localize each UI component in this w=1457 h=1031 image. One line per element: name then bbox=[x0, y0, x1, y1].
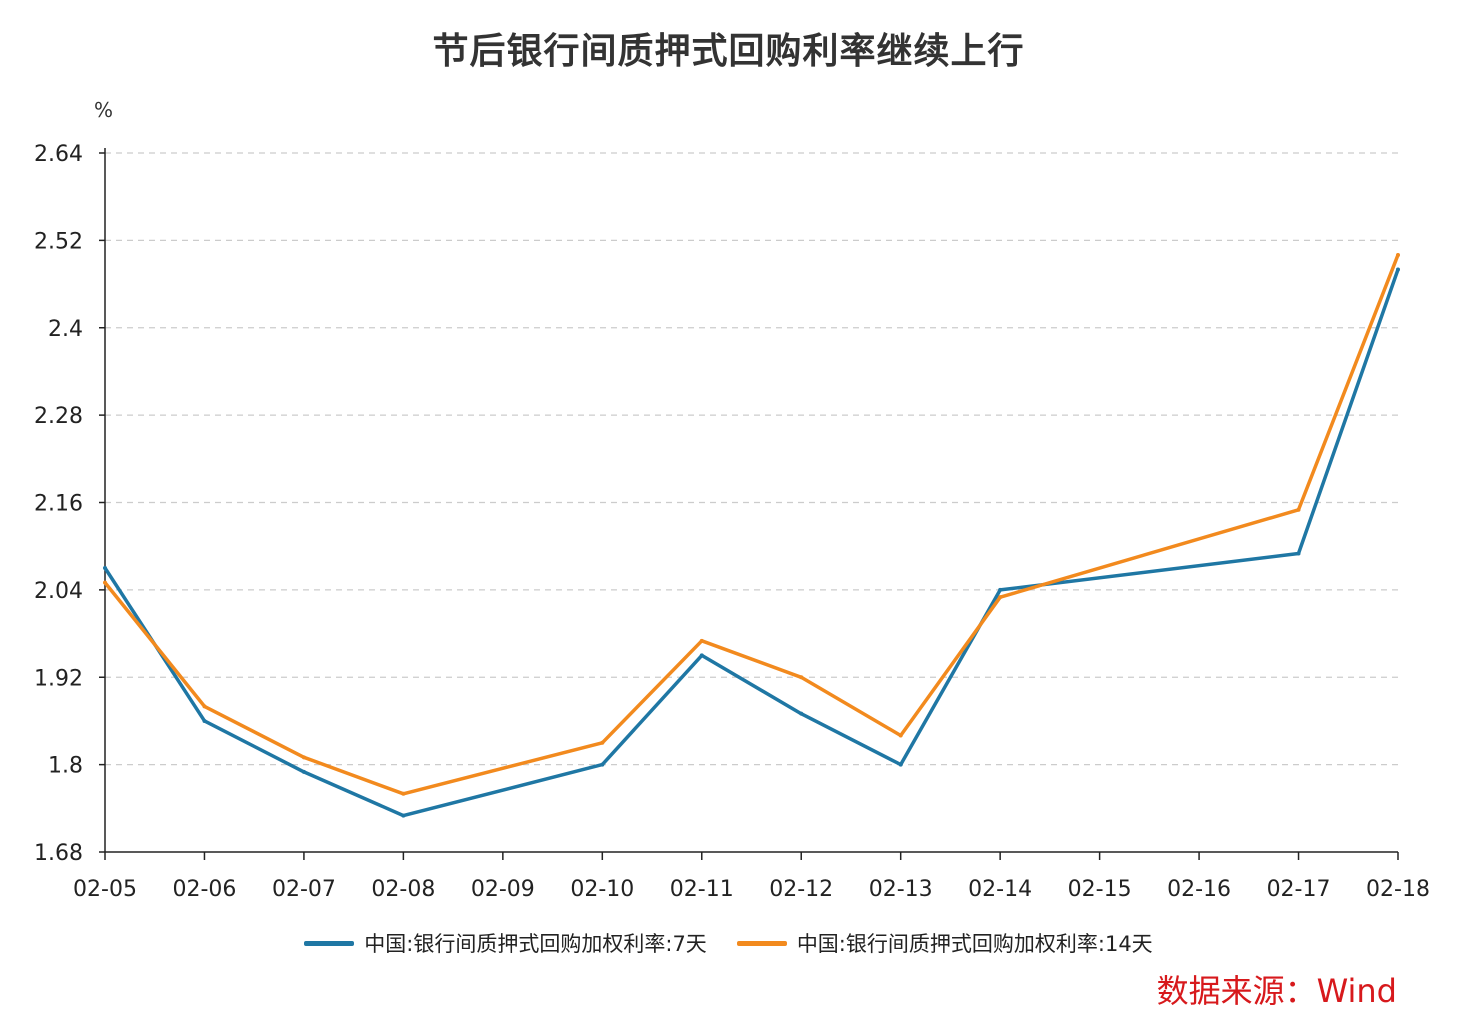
data-point-7d bbox=[301, 769, 306, 774]
y-tick-label: 2.64 bbox=[34, 142, 83, 167]
x-tick-label: 02-10 bbox=[570, 877, 634, 902]
data-point-14d bbox=[103, 580, 107, 585]
legend-item-14d[interactable]: 中国:银行间质押式回购加权利率:14天 bbox=[736, 928, 1153, 958]
series-lines bbox=[103, 252, 1400, 818]
y-tick-label: 2.28 bbox=[34, 404, 83, 429]
gridlines bbox=[105, 152, 1398, 766]
data-point-14d bbox=[1396, 252, 1400, 257]
data-point-7d bbox=[600, 762, 605, 767]
data-point-14d bbox=[799, 675, 804, 680]
data-point-7d bbox=[1296, 551, 1301, 556]
legend-label-14d: 中国:银行间质押式回购加权利率:14天 bbox=[796, 932, 1153, 956]
data-point-14d bbox=[202, 704, 207, 709]
x-tick-label: 02-16 bbox=[1167, 877, 1231, 902]
y-tick-label: 2.04 bbox=[34, 579, 83, 604]
data-point-7d bbox=[1396, 267, 1400, 272]
y-axis-unit-label: % bbox=[94, 98, 113, 122]
data-point-7d bbox=[103, 566, 107, 571]
data-source-note: 数据来源：Wind bbox=[1156, 972, 1397, 1010]
data-point-14d bbox=[1296, 507, 1301, 512]
legend-swatch-7d bbox=[304, 940, 355, 946]
x-tick-label: 02-18 bbox=[1366, 877, 1430, 902]
y-tick-label: 1.92 bbox=[34, 666, 83, 691]
data-point-14d bbox=[699, 638, 704, 643]
data-point-14d bbox=[301, 755, 306, 760]
series-line-14d bbox=[103, 253, 1400, 796]
chart-title: 节后银行间质押式回购利率继续上行 bbox=[432, 31, 1025, 72]
y-tick-label: 2.16 bbox=[34, 492, 83, 517]
legend-swatch-14d bbox=[736, 940, 787, 946]
data-point-14d bbox=[898, 733, 903, 738]
x-tick-label: 02-07 bbox=[272, 877, 336, 902]
data-point-7d bbox=[898, 762, 903, 767]
data-point-7d bbox=[799, 711, 804, 716]
x-tick-label: 02-14 bbox=[968, 877, 1032, 902]
legend: 中国:银行间质押式回购加权利率:7天 中国:银行间质押式回购加权利率:14天 bbox=[0, 928, 1457, 958]
y-tick-label: 1.68 bbox=[34, 841, 83, 866]
y-tick-label: 1.8 bbox=[48, 754, 83, 779]
series-line-7d bbox=[103, 267, 1400, 818]
x-tick-label: 02-08 bbox=[371, 877, 435, 902]
x-tick-label: 02-13 bbox=[869, 877, 933, 902]
data-point-14d bbox=[600, 740, 605, 745]
x-tick-label: 02-09 bbox=[471, 877, 535, 902]
data-point-14d bbox=[998, 595, 1003, 600]
x-tick-label: 02-17 bbox=[1267, 877, 1331, 902]
legend-label-7d: 中国:银行间质押式回购加权利率:7天 bbox=[364, 932, 707, 956]
data-point-7d bbox=[998, 587, 1003, 592]
x-tick-label: 02-15 bbox=[1068, 877, 1132, 902]
y-tick-label: 2.4 bbox=[48, 317, 83, 342]
data-point-7d bbox=[401, 813, 406, 818]
data-point-14d bbox=[401, 791, 406, 796]
data-point-7d bbox=[202, 718, 207, 723]
x-tick-label: 02-06 bbox=[172, 877, 236, 902]
y-tick-label: 2.52 bbox=[34, 229, 83, 254]
axes: 1.68 1.8 1.92 2.04 2.16 2.28 2.4 2.52 2.64 02-05 0… bbox=[34, 142, 1430, 902]
legend-item-7d[interactable]: 中国:银行间质押式回购加权利率:7天 bbox=[304, 928, 707, 958]
x-tick-label: 02-12 bbox=[769, 877, 833, 902]
x-tick-label: 02-05 bbox=[73, 877, 137, 902]
x-tick-label: 02-11 bbox=[670, 877, 734, 902]
data-point-7d bbox=[699, 653, 704, 658]
